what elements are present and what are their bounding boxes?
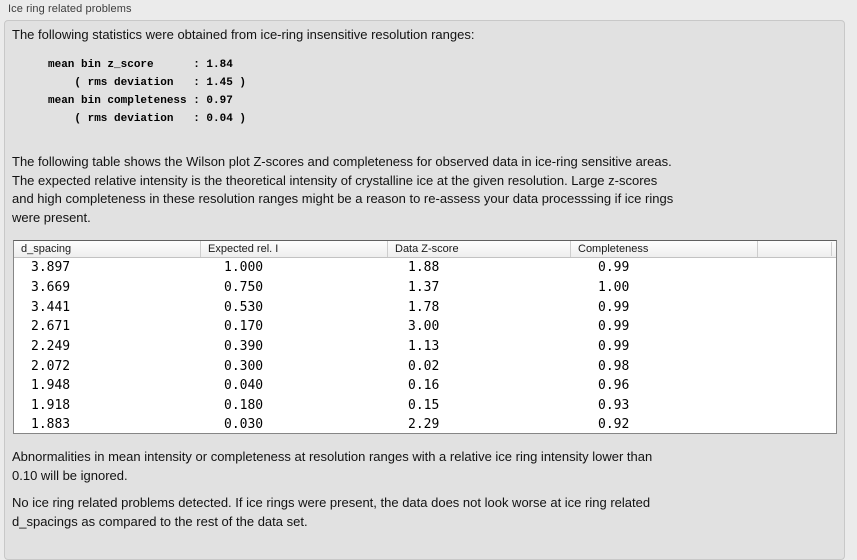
ice-ring-table[interactable]: d_spacing Expected rel. I Data Z-score C… bbox=[13, 240, 837, 434]
table-description: The following table shows the Wilson plo… bbox=[12, 154, 674, 225]
table-cell: 1.88 bbox=[408, 260, 440, 276]
table-row[interactable]: 1.883 0.030 2.29 0.92 bbox=[14, 415, 836, 433]
table-cell: 2.249 bbox=[31, 338, 71, 354]
table-header-expected-rel-i[interactable]: Expected rel. I bbox=[201, 241, 388, 257]
header-end-divider bbox=[831, 242, 832, 256]
ice-ring-groupbox: The following statistics were obtained f… bbox=[4, 20, 845, 560]
table-cell: 0.02 bbox=[408, 358, 440, 374]
table-cell: 3.669 bbox=[31, 279, 71, 295]
table-cell: 1.000 bbox=[224, 260, 264, 276]
table-row[interactable]: 2.671 0.170 3.00 0.99 bbox=[14, 317, 836, 337]
table-cell: 0.99 bbox=[598, 299, 630, 315]
table-cell: 1.918 bbox=[31, 397, 71, 413]
table-cell: 2.29 bbox=[408, 417, 440, 433]
ignore-note: Abnormalities in mean intensity or compl… bbox=[12, 449, 653, 483]
table-header-filler bbox=[758, 241, 836, 257]
table-cell: 1.00 bbox=[598, 279, 630, 295]
table-cell: 2.671 bbox=[31, 319, 71, 335]
table-cell: 0.15 bbox=[408, 397, 440, 413]
table-cell: 3.00 bbox=[408, 319, 440, 335]
table-row[interactable]: 1.918 0.180 0.15 0.93 bbox=[14, 395, 836, 415]
table-cell: 1.948 bbox=[31, 378, 71, 394]
table-row[interactable]: 3.897 1.000 1.88 0.99 bbox=[14, 258, 836, 278]
table-cell: 3.897 bbox=[31, 260, 71, 276]
table-cell: 0.96 bbox=[598, 378, 630, 394]
table-cell: 2.072 bbox=[31, 358, 71, 374]
table-cell: 0.99 bbox=[598, 319, 630, 335]
table-header-completeness[interactable]: Completeness bbox=[571, 241, 758, 257]
table-row[interactable]: 2.249 0.390 1.13 0.99 bbox=[14, 337, 836, 357]
table-cell: 0.98 bbox=[598, 358, 630, 374]
table-row[interactable]: 3.441 0.530 1.78 0.99 bbox=[14, 297, 836, 317]
table-cell: 0.300 bbox=[224, 358, 264, 374]
table-row[interactable]: 2.072 0.300 0.02 0.98 bbox=[14, 356, 836, 376]
table-cell: 0.180 bbox=[224, 397, 264, 413]
table-row[interactable]: 1.948 0.040 0.16 0.96 bbox=[14, 376, 836, 396]
table-cell: 0.040 bbox=[224, 378, 264, 394]
table-cell: 0.99 bbox=[598, 338, 630, 354]
intro-text: The following statistics were obtained f… bbox=[12, 27, 475, 42]
table-cell: 1.78 bbox=[408, 299, 440, 315]
table-cell: 0.030 bbox=[224, 417, 264, 433]
table-body: 3.897 1.000 1.88 0.99 3.669 0.750 1.37 1.00 3.44… bbox=[14, 258, 836, 433]
table-header-row: d_spacing Expected rel. I Data Z-score C… bbox=[14, 241, 836, 258]
table-cell: 1.37 bbox=[408, 279, 440, 295]
table-cell: 0.530 bbox=[224, 299, 264, 315]
table-header-data-z-score[interactable]: Data Z-score bbox=[388, 241, 571, 257]
table-cell: 0.92 bbox=[598, 417, 630, 433]
section-title: Ice ring related problems bbox=[8, 3, 132, 15]
table-row[interactable]: 3.669 0.750 1.37 1.00 bbox=[14, 278, 836, 298]
table-header-d-spacing[interactable]: d_spacing bbox=[14, 241, 201, 257]
table-cell: 0.16 bbox=[408, 378, 440, 394]
table-cell: 0.99 bbox=[598, 260, 630, 276]
table-cell: 0.390 bbox=[224, 338, 264, 354]
table-cell: 1.13 bbox=[408, 338, 440, 354]
table-cell: 0.93 bbox=[598, 397, 630, 413]
table-cell: 0.750 bbox=[224, 279, 264, 295]
table-cell: 0.170 bbox=[224, 319, 264, 335]
table-cell: 3.441 bbox=[31, 299, 71, 315]
table-cell: 1.883 bbox=[31, 417, 71, 433]
conclusion-text: No ice ring related problems detected. I… bbox=[12, 495, 651, 529]
stats-block: mean bin z_score : 1.84 ( rms deviation … bbox=[48, 59, 247, 125]
